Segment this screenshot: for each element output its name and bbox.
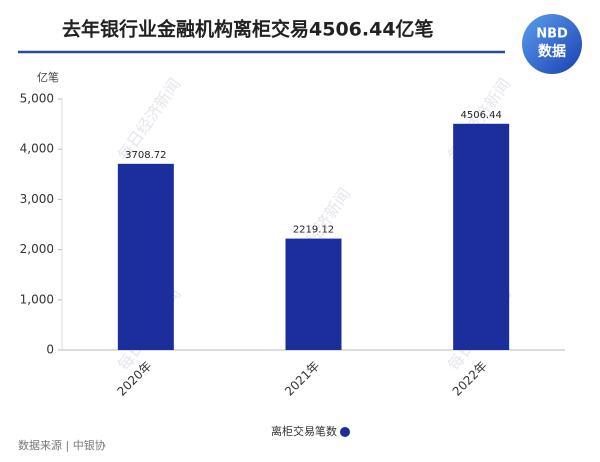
logo-text: NBD <box>536 27 568 42</box>
value-label: 4506.44 <box>460 110 501 121</box>
logo-text: 数据 <box>538 43 566 60</box>
bar <box>117 163 174 350</box>
legend-marker <box>340 427 350 437</box>
y-tick-label: 0 <box>46 343 54 357</box>
y-tick-label: 4,000 <box>20 142 54 156</box>
value-label: 3708.72 <box>125 150 166 161</box>
y-tick-label: 5,000 <box>20 92 54 106</box>
value-label: 2219.12 <box>293 225 334 236</box>
bar <box>453 123 510 351</box>
y-unit: 亿笔 <box>37 70 59 84</box>
bar <box>285 238 342 350</box>
source: 数据来源 | 中银协 <box>18 438 106 452</box>
chart-title: 去年银行业金融机构离柜交易4506.44亿笔 <box>62 18 434 41</box>
y-tick-label: 1,000 <box>20 292 54 306</box>
legend-label: 离柜交易笔数 <box>271 424 337 438</box>
y-tick-label: 2,000 <box>20 242 54 256</box>
logo <box>522 14 582 74</box>
y-tick-label: 3,000 <box>20 192 54 206</box>
